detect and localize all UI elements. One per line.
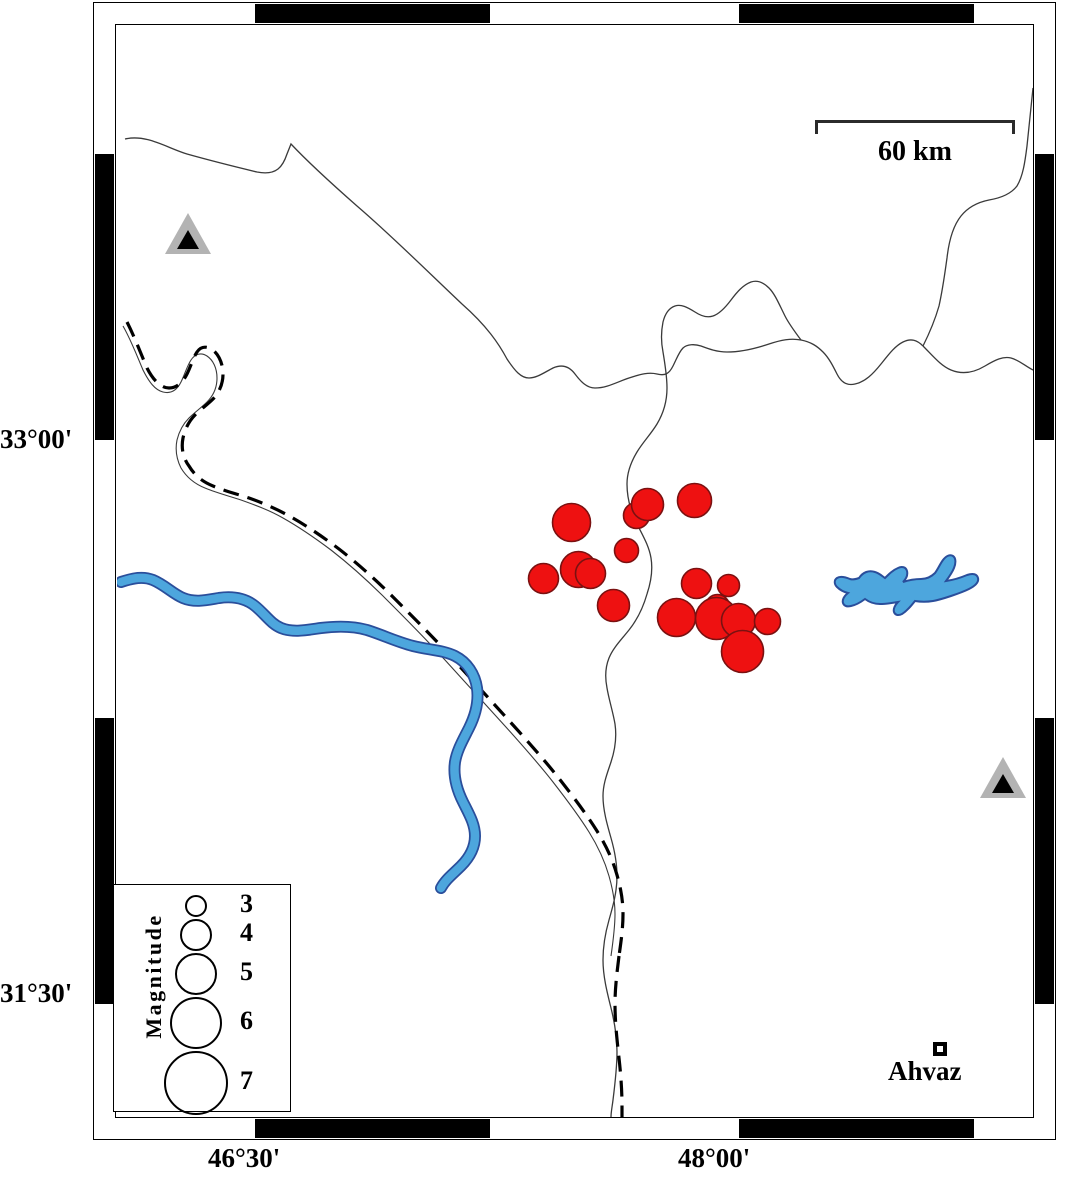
international-border — [125, 320, 625, 1117]
frame-band-right-1 — [1035, 154, 1054, 440]
map-frame — [93, 2, 1056, 1140]
legend-entry: 6 — [162, 997, 292, 1049]
frame-band-bottom-1 — [255, 1119, 490, 1138]
epicenter-marker[interactable] — [720, 629, 764, 673]
longitude-label-48-00: 48°00' — [678, 1143, 751, 1173]
epicenter-marker[interactable] — [656, 597, 696, 637]
legend-magnitude-circle — [180, 919, 212, 951]
legend-magnitude-value: 4 — [240, 918, 253, 947]
epicenter-layer — [527, 482, 781, 673]
epicenter-marker[interactable] — [613, 537, 639, 563]
scale-bar-label: 60 km — [878, 136, 952, 167]
legend-entry: 3 — [162, 889, 292, 918]
epicenter-marker[interactable] — [527, 562, 559, 594]
frame-band-top-1 — [255, 4, 490, 23]
frame-band-bottom-2 — [739, 1119, 974, 1138]
frame-band-left-1 — [95, 154, 114, 440]
epicenter-marker[interactable] — [676, 482, 712, 518]
legend-magnitude-circle — [164, 1051, 228, 1115]
station-marker-southeast — [979, 756, 1026, 798]
frame-band-right-2 — [1035, 718, 1054, 1004]
epicenter-marker[interactable] — [716, 573, 740, 597]
legend-entry: 4 — [162, 918, 292, 951]
legend-magnitude-circle — [185, 895, 207, 917]
city-marker-ahvaz: Ahvaz — [888, 1042, 1020, 1092]
epicenter-marker[interactable] — [574, 557, 606, 589]
epicenter-marker[interactable] — [596, 588, 630, 622]
legend-magnitude-circle — [170, 997, 222, 1049]
legend-magnitude-value: 5 — [240, 957, 253, 986]
frame-outer-border — [93, 2, 1056, 1140]
legend-entry: 5 — [162, 953, 292, 995]
legend-magnitude-value: 3 — [240, 889, 253, 918]
legend-entry: 7 — [162, 1051, 292, 1115]
station-marker-northwest — [164, 212, 211, 254]
legend-magnitude-value: 6 — [240, 1006, 253, 1035]
longitude-label-46-30: 46°30' — [208, 1143, 281, 1173]
epicenter-marker[interactable] — [753, 607, 781, 635]
epicenter-marker[interactable] — [630, 487, 664, 521]
legend-magnitude-value: 7 — [240, 1066, 253, 1095]
river-water-feature — [116, 571, 483, 894]
frame-band-left-2 — [95, 718, 114, 1004]
latitude-label-33-00: 33°00' — [0, 424, 73, 454]
city-square-icon — [933, 1042, 947, 1056]
reservoir-lake — [833, 553, 979, 616]
frame-band-top-2 — [739, 4, 974, 23]
scale-bar-bracket — [815, 120, 1015, 134]
legend-magnitude-circle — [175, 953, 217, 995]
epicenter-marker[interactable] — [680, 567, 712, 599]
latitude-label-31-30: 31°30' — [0, 978, 73, 1008]
border-companion-line — [122, 325, 616, 956]
epicenter-marker[interactable] — [551, 502, 591, 542]
scale-bar: 60 km — [815, 120, 1015, 180]
city-label-ahvaz: Ahvaz — [888, 1056, 962, 1086]
